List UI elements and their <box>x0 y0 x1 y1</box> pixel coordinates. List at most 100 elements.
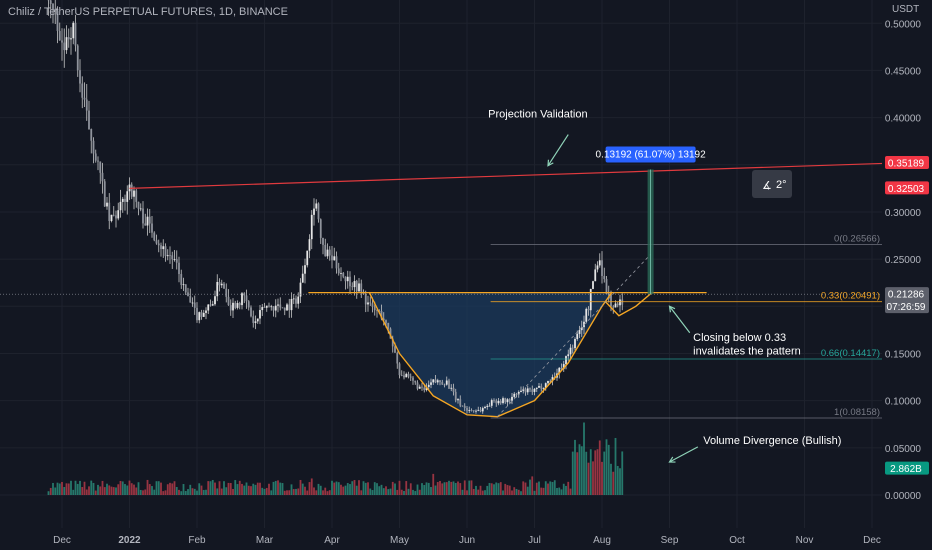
volume-bar <box>488 482 491 495</box>
volume-bar <box>340 484 342 495</box>
candle-body <box>112 214 115 216</box>
volume-bar <box>157 481 160 495</box>
candle-body <box>90 129 93 141</box>
volume-bar <box>155 481 158 495</box>
volume-bar <box>576 452 579 495</box>
candle-body <box>139 208 142 210</box>
measure-badge-label: 0.13192 (61.07%) 13192 <box>596 149 707 160</box>
volume-bar <box>178 489 180 495</box>
candle-body <box>569 347 572 355</box>
volume-bar <box>88 486 90 495</box>
candle-body <box>531 389 534 392</box>
volume-bar <box>371 490 374 495</box>
candle-body <box>256 318 259 322</box>
volume-bar <box>459 483 462 495</box>
candle-body <box>380 311 383 319</box>
candle-body <box>153 232 156 241</box>
fib-level-label: 0.33(0.20491) <box>821 291 880 302</box>
candle-body <box>65 37 68 51</box>
volume-bar <box>58 483 61 495</box>
volume-bar <box>578 444 581 495</box>
candle-body <box>400 375 403 376</box>
candle-body <box>594 269 597 282</box>
handle-outline <box>604 291 654 317</box>
candle-body <box>184 284 187 293</box>
candle-body <box>319 219 322 238</box>
candle-body <box>227 296 230 306</box>
candle-body <box>344 276 347 282</box>
volume-bar <box>209 481 212 495</box>
candle-body <box>571 347 574 349</box>
volume-bar <box>529 479 531 495</box>
candle-body <box>484 406 486 409</box>
candle-body <box>405 373 408 378</box>
candle-body <box>610 294 612 307</box>
volume-bar <box>594 450 597 495</box>
volume-bar <box>90 480 93 495</box>
volume-bar <box>544 481 547 495</box>
volume-bar <box>612 471 615 495</box>
candle-body <box>425 386 428 391</box>
volume-bar <box>112 487 115 495</box>
candle-body <box>292 298 295 300</box>
time-tick-label: Nov <box>796 535 814 546</box>
fib-level-label: 0(0.26566) <box>834 233 880 244</box>
candles <box>47 0 624 414</box>
candle-body <box>142 208 144 224</box>
candle-body <box>385 320 387 323</box>
candle-body <box>486 405 489 407</box>
candle-body <box>466 407 468 411</box>
candle-body <box>171 255 174 260</box>
candle-body <box>146 216 149 226</box>
candle-body <box>193 302 196 308</box>
volume-bar <box>184 490 187 495</box>
volume-bar <box>265 487 268 495</box>
volume-bar <box>47 491 50 495</box>
candle-body <box>621 299 624 305</box>
time-tick-label: Sep <box>661 535 679 546</box>
candle-body <box>542 387 545 389</box>
candle-body <box>463 405 466 408</box>
price-axis-unit: USDT <box>892 4 919 15</box>
candle-body <box>504 398 507 403</box>
volume-bar <box>421 483 423 495</box>
volume-bar <box>468 480 471 495</box>
volume-bar <box>551 482 554 495</box>
volume-bar <box>351 481 354 495</box>
candle-body <box>376 310 378 311</box>
candle-body <box>216 281 219 297</box>
volume-bar <box>182 484 185 495</box>
annotation-arrow-head <box>547 159 554 167</box>
candle-body <box>418 386 421 389</box>
volume-bar <box>461 489 464 495</box>
volume-bar <box>259 482 261 495</box>
candle-body <box>495 400 498 404</box>
volume-bar <box>234 480 237 495</box>
volume-bar <box>252 483 255 495</box>
candle-body <box>488 405 491 407</box>
price-tick-label: 0.50000 <box>885 19 922 30</box>
time-tick-label: Feb <box>188 535 206 546</box>
volume-bar <box>286 490 288 495</box>
resistance-price-badge: 0.35189 <box>885 155 929 169</box>
volume-bar <box>135 487 138 495</box>
volume-bar <box>99 486 102 495</box>
volume-bar <box>400 489 403 495</box>
volume-bar <box>63 486 66 495</box>
volume-bar <box>553 480 556 495</box>
candle-body <box>286 304 288 311</box>
volume-bar <box>364 482 367 495</box>
candle-body <box>434 379 437 383</box>
candle-body <box>342 273 345 277</box>
time-axis-bg <box>0 528 882 550</box>
candle-body <box>94 153 97 161</box>
volume-bar <box>574 439 576 495</box>
volume-bar <box>207 481 210 495</box>
angle-icon: ∡ <box>762 180 772 192</box>
candle-body <box>160 245 162 250</box>
candle-body <box>387 322 390 329</box>
volume-bar <box>547 483 549 495</box>
candle-body <box>360 283 363 292</box>
